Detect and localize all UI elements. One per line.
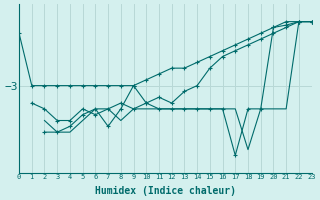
X-axis label: Humidex (Indice chaleur): Humidex (Indice chaleur)	[95, 186, 236, 196]
